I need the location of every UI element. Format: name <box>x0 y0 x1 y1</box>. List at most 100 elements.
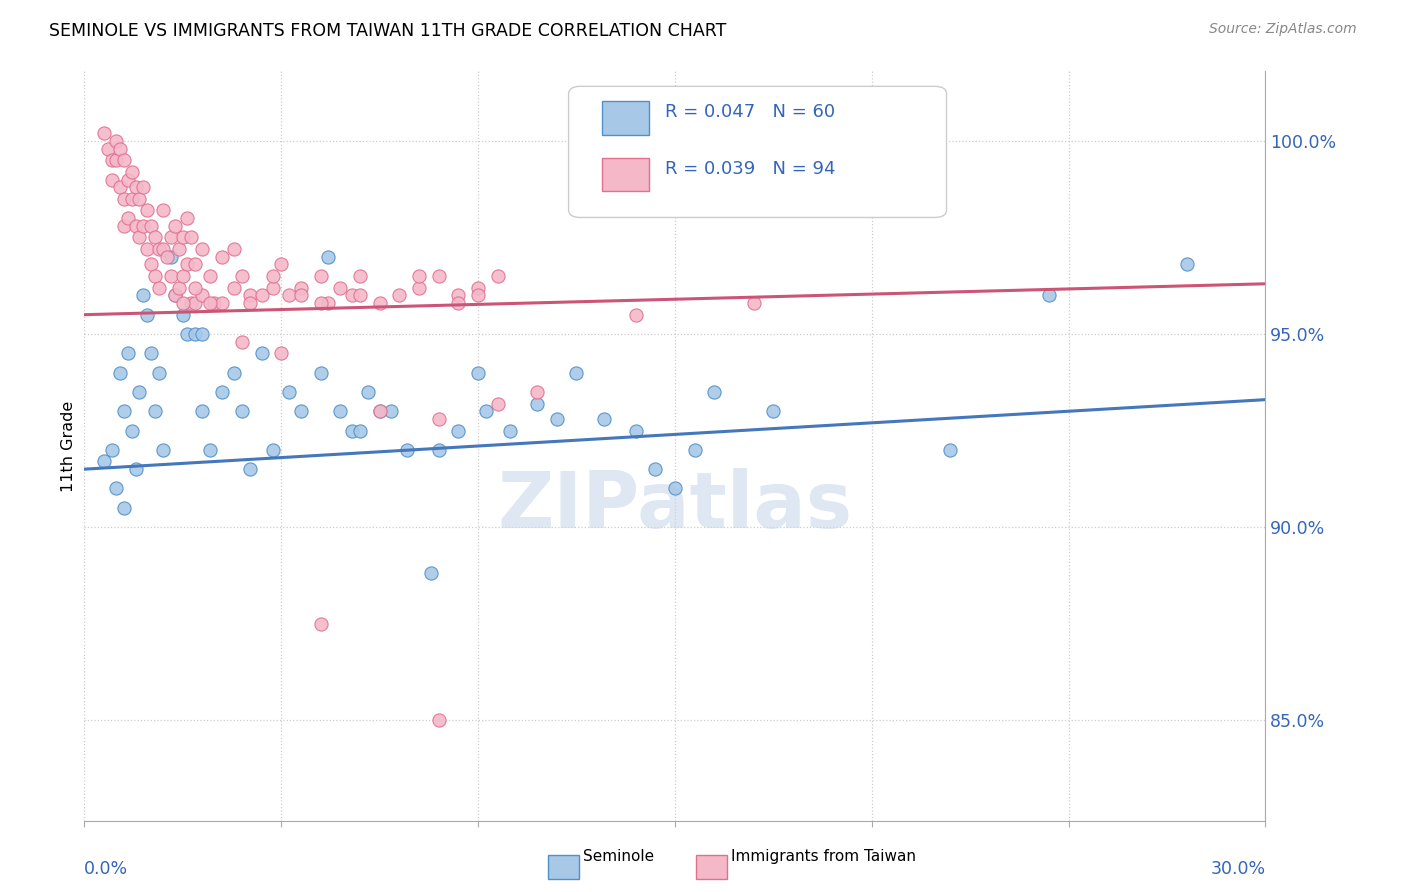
Point <box>309 268 332 283</box>
Point <box>683 442 706 457</box>
Point <box>112 500 135 515</box>
Point <box>132 219 155 233</box>
Point <box>160 268 183 283</box>
Point <box>318 296 340 310</box>
Point <box>167 280 190 294</box>
Point <box>141 346 163 360</box>
Point <box>526 384 548 399</box>
Point <box>172 308 194 322</box>
Point <box>152 242 174 256</box>
Text: 30.0%: 30.0% <box>1211 860 1265 878</box>
Point <box>104 134 127 148</box>
FancyBboxPatch shape <box>568 87 946 218</box>
Point <box>148 280 170 294</box>
Point <box>132 180 155 194</box>
Point <box>132 288 155 302</box>
Point <box>467 280 489 294</box>
Point <box>388 288 411 302</box>
Point <box>117 172 139 186</box>
Point <box>143 268 166 283</box>
Point <box>104 153 127 168</box>
Point <box>163 288 186 302</box>
Point <box>183 280 205 294</box>
Point <box>467 288 489 302</box>
Text: ZIPatlas: ZIPatlas <box>498 468 852 544</box>
Point <box>180 296 202 310</box>
Point <box>593 412 616 426</box>
Point <box>121 424 143 438</box>
Point <box>290 404 312 418</box>
Point <box>93 454 115 468</box>
Point <box>408 280 430 294</box>
Point <box>128 384 150 399</box>
Point <box>380 404 402 418</box>
Text: Source: ZipAtlas.com: Source: ZipAtlas.com <box>1209 22 1357 37</box>
Point <box>172 296 194 310</box>
Point <box>427 268 450 283</box>
Point <box>340 424 363 438</box>
Point <box>368 404 391 418</box>
Point <box>329 404 352 418</box>
Text: 0.0%: 0.0% <box>84 860 128 878</box>
Point <box>183 257 205 271</box>
Point <box>447 424 470 438</box>
Point <box>419 566 441 581</box>
Point <box>211 296 233 310</box>
Point <box>565 366 588 380</box>
Point <box>270 257 292 271</box>
Point <box>546 412 568 426</box>
Point <box>108 366 131 380</box>
Point <box>467 366 489 380</box>
Point <box>124 462 146 476</box>
Point <box>148 242 170 256</box>
FancyBboxPatch shape <box>602 158 650 191</box>
Point <box>368 404 391 418</box>
Point <box>200 268 222 283</box>
Point <box>183 296 205 310</box>
Point <box>183 326 205 341</box>
Point <box>112 219 135 233</box>
Point <box>117 211 139 226</box>
Point <box>231 404 253 418</box>
Point <box>447 288 470 302</box>
Text: Immigrants from Taiwan: Immigrants from Taiwan <box>731 849 917 863</box>
Point <box>664 482 686 496</box>
Text: R = 0.047   N = 60: R = 0.047 N = 60 <box>665 103 835 120</box>
Point <box>101 172 124 186</box>
Point <box>112 192 135 206</box>
Point <box>318 250 340 264</box>
Point <box>148 366 170 380</box>
Point <box>262 268 284 283</box>
Point <box>104 482 127 496</box>
Point <box>152 203 174 218</box>
Point <box>108 142 131 156</box>
Text: R = 0.039   N = 94: R = 0.039 N = 94 <box>665 160 837 178</box>
Point <box>101 153 124 168</box>
Point <box>222 366 245 380</box>
Point <box>121 192 143 206</box>
Point <box>1038 288 1060 302</box>
Point <box>250 288 273 302</box>
Point <box>156 250 179 264</box>
Point <box>176 257 198 271</box>
Point <box>270 346 292 360</box>
Point <box>231 268 253 283</box>
Point <box>427 713 450 727</box>
Point <box>357 384 380 399</box>
Point <box>427 412 450 426</box>
Point <box>349 288 371 302</box>
Point <box>191 404 214 418</box>
Point <box>163 219 186 233</box>
Point <box>624 308 647 322</box>
Point <box>486 396 509 410</box>
Point <box>141 257 163 271</box>
Point <box>644 462 666 476</box>
Point <box>143 404 166 418</box>
Point <box>191 288 214 302</box>
Y-axis label: 11th Grade: 11th Grade <box>60 401 76 491</box>
Point <box>239 296 262 310</box>
Point <box>152 442 174 457</box>
Point <box>163 288 186 302</box>
Point <box>200 442 222 457</box>
Point <box>202 296 225 310</box>
